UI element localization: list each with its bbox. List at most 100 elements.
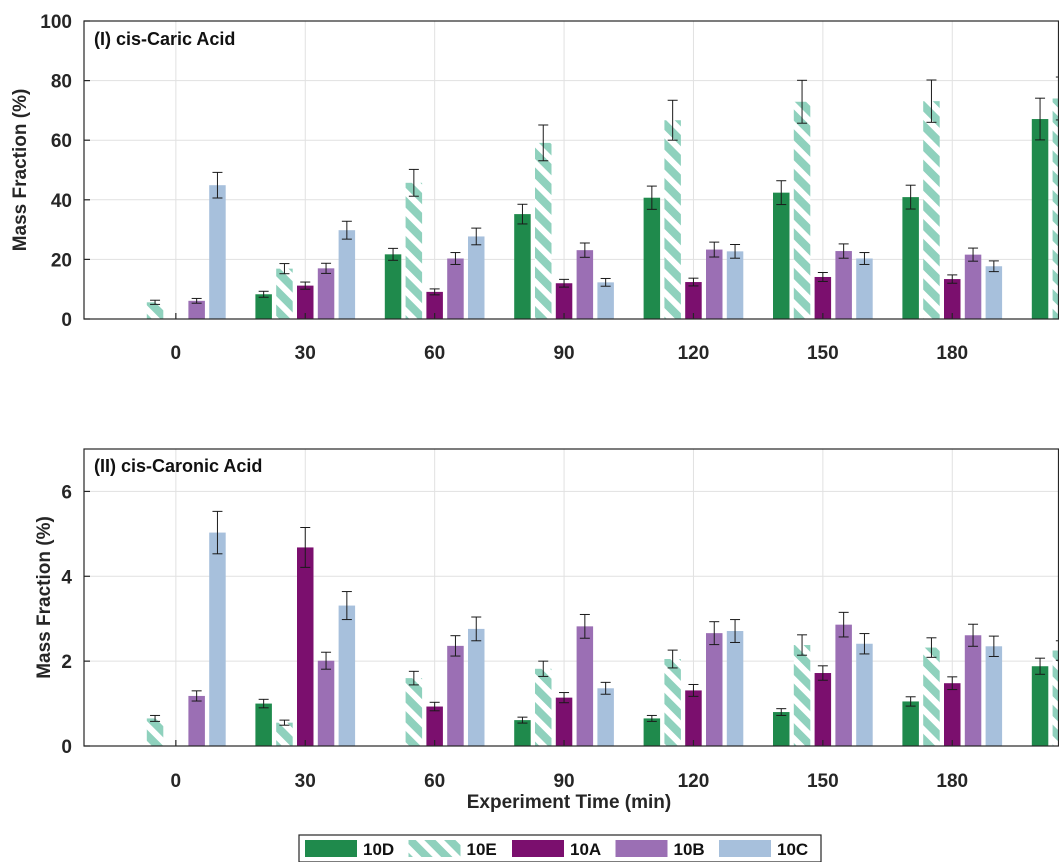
bar-10B-90 (577, 250, 594, 319)
y-tick-label: 60 (51, 131, 72, 152)
x-tick-label: 180 (936, 771, 968, 792)
bar-10A-150 (815, 277, 832, 319)
bar-10C-90 (597, 282, 614, 319)
bar-10D-150 (773, 193, 790, 319)
panel-cis-caric-acid: 0204060801000306090120150180210(I) cis-C… (10, 12, 1059, 364)
x-tick-label: 0 (171, 771, 182, 792)
bar-10D-210 (1032, 666, 1049, 746)
y-axis-title: Mass Fraction (%) (10, 89, 31, 252)
legend-swatch-10B (616, 840, 668, 857)
x-tick-label: 60 (424, 771, 445, 792)
bar-10A-180 (944, 683, 961, 746)
bar-10D-120 (644, 198, 661, 319)
y-tick-label: 0 (61, 737, 72, 758)
panel-title: (II) cis-Caronic Acid (94, 456, 262, 476)
panel-cis-caronic-acid: 02460306090120150180210(II) cis-Caronic … (34, 449, 1059, 792)
y-tick-label: 2 (61, 652, 72, 673)
x-tick-label: 150 (807, 771, 839, 792)
bar-10E-90 (535, 669, 552, 746)
bar-10D-90 (514, 214, 531, 319)
bar-10C-30 (339, 606, 356, 746)
bar-10B-60 (447, 259, 464, 319)
x-tick-label: 0 (171, 343, 182, 364)
bar-10B-30 (318, 268, 335, 319)
bar-10C-180 (986, 266, 1003, 319)
bar-10B-180 (965, 635, 982, 746)
x-tick-label: 120 (678, 343, 710, 364)
bar-10B-0 (188, 696, 205, 746)
x-tick-label: 60 (424, 343, 445, 364)
bar-10C-180 (986, 646, 1003, 746)
y-tick-label: 40 (51, 191, 72, 212)
legend-label-10D: 10D (363, 840, 394, 859)
x-tick-label: 90 (553, 343, 574, 364)
legend-swatch-10E (409, 840, 461, 857)
y-tick-label: 20 (51, 250, 72, 271)
bar-10B-60 (447, 646, 464, 746)
y-tick-label: 0 (61, 310, 72, 331)
bar-10C-60 (468, 236, 485, 319)
bar-10B-30 (318, 661, 335, 746)
bar-10E-90 (535, 143, 552, 319)
legend-label-10E: 10E (467, 840, 497, 859)
y-tick-label: 80 (51, 72, 72, 93)
bar-10E-150 (794, 102, 811, 319)
bar-10E-30 (276, 269, 293, 319)
bar-10C-0 (209, 533, 226, 746)
bar-10C-120 (727, 631, 744, 746)
x-tick-label: 180 (936, 343, 968, 364)
bar-10B-150 (835, 625, 852, 746)
bar-10C-0 (209, 185, 226, 319)
bar-10D-30 (255, 704, 272, 746)
bar-10B-180 (965, 255, 982, 319)
y-tick-label: 6 (61, 482, 72, 503)
bar-10E-60 (406, 183, 423, 319)
bar-10E-60 (406, 678, 423, 746)
bar-10E-180 (923, 648, 940, 746)
bar-10D-180 (902, 701, 919, 746)
bar-10C-120 (727, 251, 744, 319)
bar-10D-90 (514, 720, 531, 746)
x-tick-label: 120 (678, 771, 710, 792)
bar-10B-150 (835, 251, 852, 319)
legend-label-10C: 10C (777, 840, 808, 859)
bar-10C-30 (339, 230, 356, 319)
legend: 10D 10E 10A 10B 10C (299, 835, 821, 862)
y-tick-label: 4 (61, 567, 72, 588)
bar-10E-120 (664, 659, 681, 746)
bar-10D-150 (773, 712, 790, 746)
x-axis-title: Experiment Time (min) (467, 792, 671, 813)
bar-10A-120 (685, 690, 702, 746)
y-tick-label: 100 (40, 12, 72, 33)
x-tick-label: 150 (807, 343, 839, 364)
legend-swatch-10C (719, 840, 771, 857)
bar-10A-150 (815, 673, 832, 746)
bar-10B-120 (706, 250, 723, 319)
bar-10E-120 (664, 120, 681, 319)
bar-10D-180 (902, 197, 919, 319)
legend-label-10A: 10A (570, 840, 601, 859)
bar-10B-120 (706, 633, 723, 746)
bar-10E-30 (276, 723, 293, 746)
panel-title: (I) cis-Caric Acid (94, 29, 235, 49)
y-axis-title: Mass Fraction (%) (34, 516, 55, 679)
bar-10C-150 (856, 259, 873, 319)
legend-swatch-10D (305, 840, 357, 857)
legend-swatch-10A (512, 840, 564, 857)
x-tick-label: 30 (295, 343, 316, 364)
bar-10A-30 (297, 547, 314, 746)
bar-10E-180 (923, 101, 940, 319)
bar-10C-90 (597, 688, 614, 746)
bar-10D-210 (1032, 119, 1049, 319)
bar-10D-120 (644, 718, 661, 746)
bar-10B-90 (577, 626, 594, 746)
x-tick-label: 30 (295, 771, 316, 792)
x-tick-label: 90 (553, 771, 574, 792)
bar-10C-150 (856, 644, 873, 746)
bar-10D-30 (255, 294, 272, 319)
bar-10E-0 (147, 718, 164, 746)
bar-10E-150 (794, 645, 811, 746)
legend-label-10B: 10B (674, 840, 705, 859)
bar-10D-60 (385, 254, 402, 319)
